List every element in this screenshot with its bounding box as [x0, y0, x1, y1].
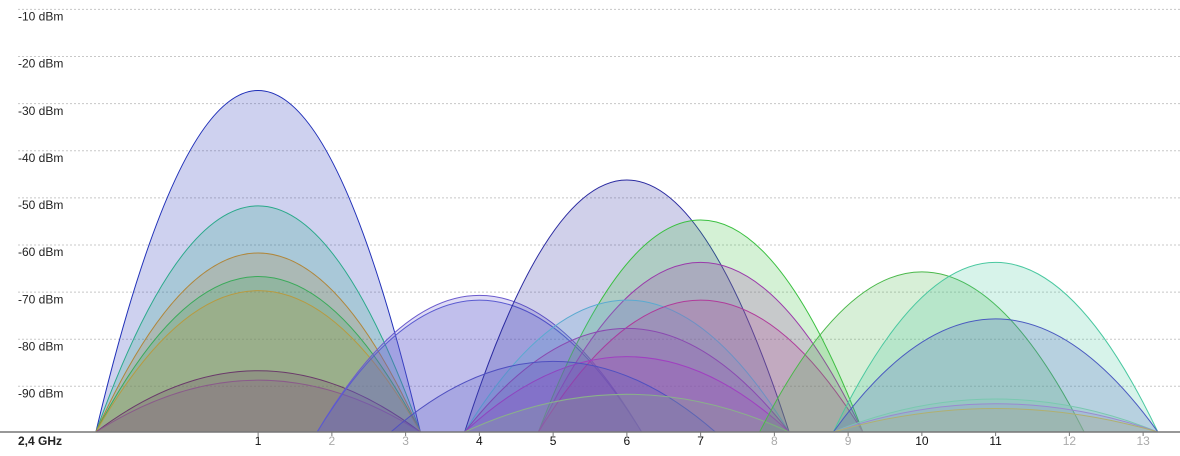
network-curve: [759, 271, 1085, 433]
network-curve: [95, 90, 421, 433]
network-curve: [95, 370, 421, 433]
y-tick-label: -40 dBm: [18, 151, 63, 165]
x-tick-label: 13: [1136, 434, 1150, 448]
network-curve: [537, 219, 864, 433]
x-tick-label: 7: [697, 434, 704, 448]
x-tick-label: 2: [329, 434, 336, 448]
network-curve: [833, 403, 1159, 433]
network-curve: [95, 205, 421, 433]
x-tick-label: 1: [255, 434, 262, 448]
y-tick-label: -80 dBm: [18, 339, 63, 353]
network-curve: [390, 360, 716, 433]
y-tick-label: -60 dBm: [18, 245, 63, 259]
y-tick-label: -50 dBm: [18, 198, 63, 212]
network-curve: [833, 408, 1159, 433]
network-curve: [833, 398, 1159, 433]
network-curve: [464, 393, 790, 433]
network-curve: [95, 379, 421, 433]
x-tick-label: 10: [915, 434, 929, 448]
x-tick-label: 5: [550, 434, 557, 448]
network-curve: [832, 262, 1159, 433]
x-axis-label: 2,4 GHz: [18, 434, 62, 448]
y-tick-label: -20 dBm: [18, 57, 63, 71]
network-curve: [832, 318, 1159, 433]
network-curve: [464, 327, 790, 433]
y-tick-label: -30 dBm: [18, 104, 63, 118]
y-tick-label: -10 dBm: [18, 10, 63, 24]
x-tick-label: 11: [989, 434, 1002, 448]
x-tick-label: 8: [771, 434, 778, 448]
network-curve: [464, 179, 790, 433]
network-curve: [537, 299, 864, 433]
x-tick-label: 6: [624, 434, 631, 448]
network-curve: [537, 262, 864, 433]
x-tick-label: 3: [402, 434, 409, 448]
x-tick-label: 12: [1063, 434, 1077, 448]
network-curve: [95, 252, 421, 433]
network-curve: [464, 299, 790, 433]
y-tick-label: -70 dBm: [18, 292, 63, 306]
x-tick-label: 4: [476, 434, 483, 448]
x-tick-label: 9: [845, 434, 852, 448]
y-tick-label: -90 dBm: [18, 386, 63, 400]
